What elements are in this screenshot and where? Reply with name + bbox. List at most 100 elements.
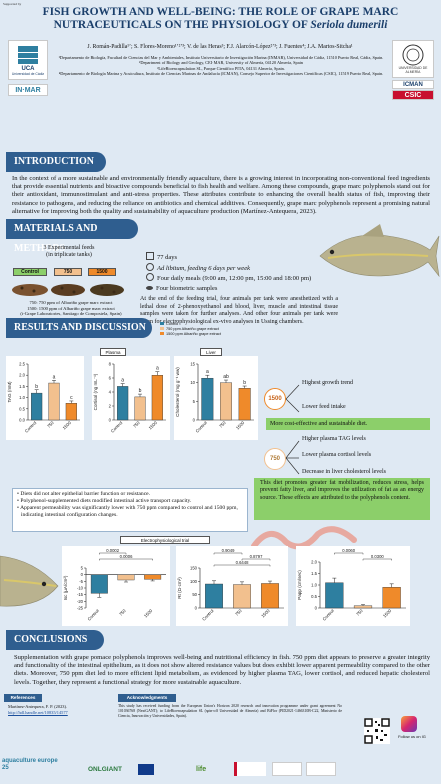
icman-logo-text: ICMAN [403,81,423,88]
y-tick-label: 1.0 [19,395,25,400]
inmar-logo-text: IN·MAR [15,86,41,94]
inmar-logo: IN·MAR [8,84,48,96]
ual-seal-icon [402,44,424,66]
y-axis-label: Cholesterol (mg g⁻¹ ww) [175,367,180,417]
reference-link[interactable]: http://hdl.handle.net/10835/14577 [8,709,68,715]
legend-1500: 1500 ppm Albariño grape extract [160,332,270,337]
x-tick-label: 1500 [143,608,154,619]
bar-1500 [151,375,163,421]
pvalue-label: 0.8797 [250,554,263,559]
csic-logo-text: CSIC [404,91,422,99]
calendar-icon [146,252,154,260]
legend-swatch-1500 [160,332,164,335]
amberjack-fish-bottom [0,555,59,607]
bar-750 [134,396,146,421]
significance-letter: b [139,388,142,394]
feeding-icon [146,262,154,271]
y-axis-label: TAG (mM) [7,381,12,403]
affiliations: ¹Departamento de Biología, Facultad de C… [58,55,384,76]
legend-750: 750 ppm Albariño grape extract [160,327,270,332]
uca-logo-text: UCA [21,66,35,72]
bar-750 [48,382,60,421]
references-heading: References [4,694,42,702]
references-text: Martínez-Antequera, F. P. (2023). http:/… [8,704,68,715]
bar-control [117,386,129,421]
bar-1500 [261,583,279,609]
supported-by-label: Supported by [3,2,22,6]
pvalue-label: 0.0300 [371,554,384,559]
methods-bullet-samples: Four biometric samples [146,284,326,294]
chart-background [6,356,84,440]
y-axis-label: Cortisol (ng mL⁻¹) [93,373,98,410]
csic-logo: CSIC [392,90,434,100]
y-axis-label: Papp (cm/sec) [297,570,302,600]
y-tick-label: 0.5 [311,594,317,599]
uca-logo: UCA Universidad de Cádiz [8,40,48,80]
qr-code[interactable] [364,718,390,744]
pvalue-label: 0.0006 [120,554,133,559]
methods-bullet-feeding: Ad libitum, feeding 6 days per week [146,262,326,274]
results-legend: Control 750 ppm Albariño grape extract 1… [160,322,270,337]
y-tick-label: 6 [109,376,112,381]
liver-label: Liver [200,348,222,356]
significance-letter: a [121,378,124,384]
intestine-bullet-2: • Polyphenol-supplemented diets modified… [17,498,192,504]
y-tick-label: 1.0 [311,583,317,588]
y-tick-label: 1.5 [311,571,317,576]
y-tick-label: 8 [109,362,112,367]
y-tick-label: 2.5 [19,362,25,367]
sponsor-logo-6 [306,762,336,776]
x-tick-label: 750 [355,608,364,617]
y-tick-label: 150 [190,566,198,571]
onlgiant-logo: ONLGIANT [88,766,122,773]
significance-letter: ab [223,374,229,380]
intestine-box: • Diets did not alter epithelial barrier… [12,488,248,532]
x-tick-label: 1500 [62,420,73,431]
x-tick-label: 750 [218,420,227,429]
x-tick-label: 1500 [382,608,393,619]
y-tick-label: 2.0 [19,373,25,378]
ual-logo: UNIVERSIDAD DE ALMERÍA [392,40,434,78]
instagram-icon[interactable] [401,716,417,732]
y-tick-label: 0 [81,572,84,577]
arrows-750 [285,440,300,475]
x-tick-label: 1500 [235,420,246,431]
y-tick-label: -20 [77,599,84,604]
arrows-1500 [285,384,300,413]
amberjack-fish-illustration [319,224,440,278]
x-tick-label: 1500 [260,608,271,619]
feed-label-control: Control [13,268,47,276]
ual-logo-text: UNIVERSIDAD DE ALMERÍA [398,66,428,74]
uca-emblem-icon [18,46,38,64]
green-box-750: This diet promotes greater fat mobilizat… [254,478,430,520]
bar-1500 [65,403,77,421]
acknowledgments-heading: Acknowledgments [118,694,176,702]
pvalue-label: 0.6448 [236,560,249,565]
y-tick-label: 0 [193,418,196,423]
x-tick-label: 750 [46,420,55,429]
aquaculture-europe-logo: aquaculture europe 25 [2,758,58,771]
feed-desc-1500: 1500: 1500 ppm of Albariño grape marc ex… [27,305,115,311]
green-box-1500: More cost-effective and sustainable diet… [266,418,430,430]
methods-bullet-meals: Four daily meals (9:00 am, 12:00 pm, 15:… [146,273,326,284]
life-logo: life [196,766,207,773]
spain-gov-logo [234,762,266,776]
circle-1500: 1500 [264,388,286,410]
bar-750 [353,605,373,609]
item-1500-intake: Lower feed intake [302,404,346,410]
chart-background [296,546,410,626]
y-tick-label: 2 [109,404,112,409]
affiliation-1: ¹Departamento de Biología, Facultad de C… [58,55,384,60]
plasma-label: Plasma [100,348,126,356]
intestine-bullet-1: • Diets did not alter epithelial barrier… [17,491,151,497]
bar-1500 [238,388,251,421]
title-species: Seriola dumerili [310,19,388,31]
y-tick-label: 0.5 [19,406,25,411]
affiliation-2: ²Department of Biology and Geology, CEI·… [139,60,303,66]
results-heading: RESULTS AND DISCUSSION [6,318,152,338]
follow-us-text: Follow us on IG [398,734,426,739]
